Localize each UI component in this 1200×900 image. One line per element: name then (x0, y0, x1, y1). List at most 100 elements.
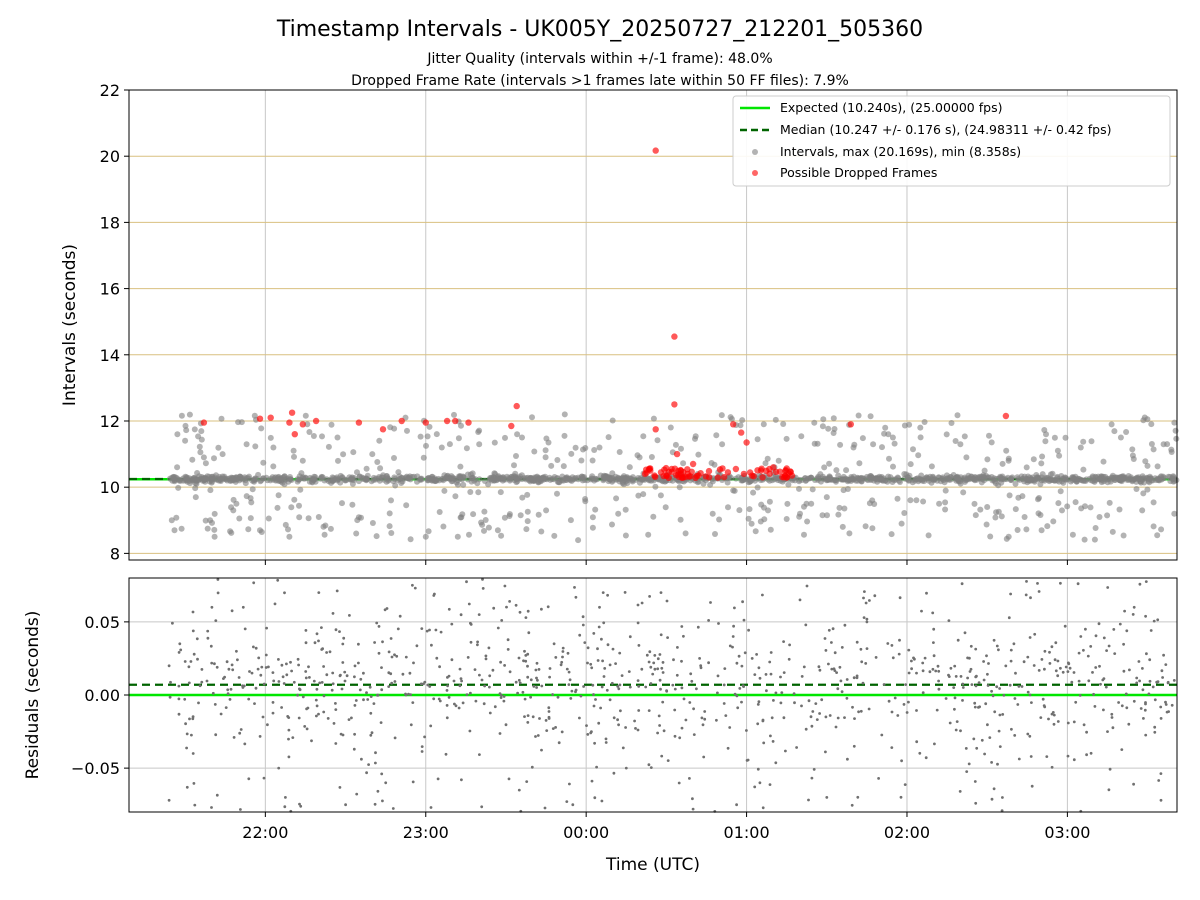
residuals-y-axis-label: Residuals (seconds) (23, 611, 43, 780)
residual-point (338, 674, 342, 678)
residual-point (1059, 666, 1062, 670)
interval-point (968, 473, 975, 480)
interval-point (589, 514, 596, 521)
residual-point (915, 740, 919, 744)
residual-point-10 (411, 583, 414, 587)
residual-point (296, 693, 299, 697)
residual-point (923, 656, 927, 660)
residual-point (722, 683, 726, 687)
residual-point (1056, 674, 1060, 678)
residual-point (314, 698, 318, 702)
residual-point (992, 787, 996, 791)
residual-point (1141, 688, 1145, 692)
interval-point (1129, 446, 1136, 453)
residual-point (426, 683, 430, 687)
residual-point (1059, 581, 1062, 585)
residual-point (197, 701, 200, 705)
residual-point (659, 687, 662, 691)
residual-point (570, 689, 574, 693)
residual-point (920, 609, 923, 613)
residual-point (425, 629, 429, 633)
residual-point (988, 736, 992, 739)
residual-point (362, 698, 365, 702)
interval-point (711, 461, 718, 468)
residual-point (616, 718, 619, 722)
residual-point (735, 694, 739, 698)
residual-point (389, 672, 393, 676)
residual-point (1166, 681, 1170, 685)
interval-point (891, 440, 898, 447)
residual-point (944, 697, 948, 700)
interval-point (211, 510, 218, 517)
interval-point (513, 453, 519, 459)
residual-point (947, 619, 951, 622)
residual-point (597, 625, 601, 629)
residual-point-17 (624, 766, 628, 770)
residual-point (390, 655, 394, 659)
residual-point (507, 777, 511, 781)
interval-point-17 (388, 497, 394, 504)
residual-point (516, 691, 519, 695)
interval-point (981, 467, 988, 474)
residual-point (243, 742, 247, 746)
interval-point (849, 476, 856, 483)
residual-point (498, 692, 502, 695)
interval-point (339, 500, 345, 507)
residual-point (404, 655, 408, 659)
residual-point (1067, 662, 1071, 666)
residual-point (736, 706, 740, 710)
interval-point (183, 427, 190, 434)
interval-point (501, 514, 508, 521)
residual-point (1094, 634, 1098, 638)
interval-point (525, 474, 531, 481)
interval-point (748, 520, 755, 527)
residual-point (677, 781, 681, 785)
interval-point (1091, 536, 1098, 543)
residual-point (698, 657, 701, 660)
residual-point (216, 578, 220, 581)
dropped-frame-point-23 (730, 421, 737, 428)
legend-median-label: Median (10.247 +/- 0.176 s), (24.98311 +… (780, 122, 1111, 137)
residual-point (335, 589, 339, 593)
residual-point (840, 690, 844, 694)
residual-point (177, 712, 181, 716)
legend-intervals-swatch (752, 149, 758, 155)
residual-point (990, 797, 994, 801)
interval-point (482, 517, 489, 523)
residual-point (1113, 652, 1117, 655)
residual-point (1157, 779, 1161, 782)
residual-point (548, 675, 551, 679)
interval-point (1111, 428, 1118, 435)
interval-point (915, 452, 922, 459)
residual-point (807, 699, 811, 703)
residual-point (1149, 629, 1153, 632)
residual-point (284, 796, 287, 799)
residual-point (845, 696, 849, 700)
residual-point (1048, 650, 1051, 654)
residual-point (305, 727, 309, 731)
interval-point (809, 486, 816, 493)
interval-point (211, 526, 218, 533)
interval-point (930, 474, 937, 481)
residual-point (362, 671, 365, 675)
interval-point (833, 467, 840, 474)
residual-point (567, 670, 571, 674)
residual-point (890, 710, 894, 714)
interval-point (485, 524, 492, 531)
residual-point (1143, 708, 1147, 712)
residual-point (1153, 698, 1157, 702)
residual-point (861, 681, 865, 685)
residual-point (772, 699, 775, 702)
residual-point (445, 689, 449, 692)
residual-point (807, 798, 810, 802)
residual-point (757, 700, 761, 704)
interval-point (322, 522, 329, 529)
residual-point (985, 654, 988, 658)
interval-point (891, 477, 898, 484)
interval-point (425, 528, 432, 535)
residual-point-31 (1106, 730, 1109, 733)
residual-point (774, 761, 778, 765)
residual-point (500, 619, 504, 622)
interval-point (441, 487, 448, 494)
interval-point (1080, 466, 1087, 473)
